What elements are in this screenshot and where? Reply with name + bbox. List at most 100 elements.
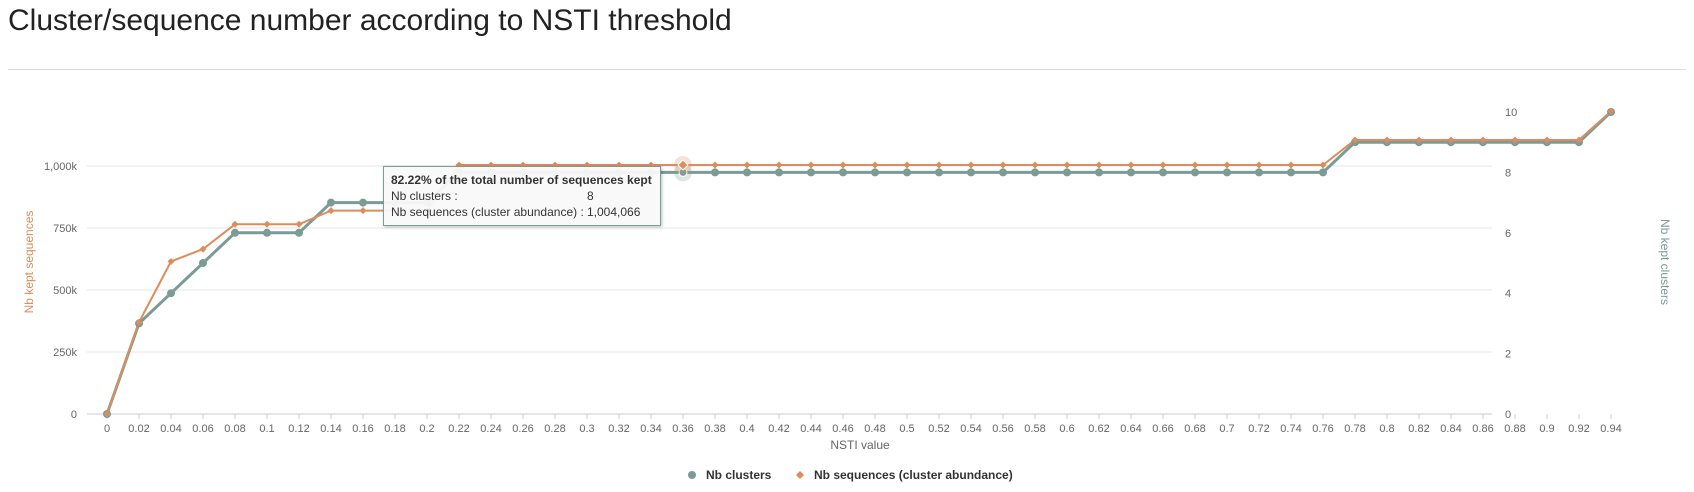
x-tick-label: 0.2 <box>419 423 434 435</box>
clusters-point <box>231 228 239 237</box>
clusters-point <box>263 228 271 237</box>
clusters-point <box>743 168 751 177</box>
clusters-point <box>199 259 207 267</box>
x-tick-label: 0.68 <box>1184 423 1205 435</box>
tooltip-sequences-label: Nb sequences (cluster abundance) : <box>391 205 584 219</box>
hover-tooltip: 82.22% of the total number of sequences … <box>383 166 661 226</box>
left-tick-label: 1,000k <box>44 161 78 173</box>
sequences-point <box>1255 161 1263 169</box>
sequences-point <box>1063 161 1071 169</box>
sequences-point <box>519 161 527 169</box>
x-tick-label: 0.44 <box>800 423 821 435</box>
clusters-point <box>359 198 367 207</box>
grid-lines <box>87 165 1492 415</box>
series-lines <box>105 110 1613 415</box>
x-tick-label: 0.48 <box>864 423 885 435</box>
clusters-point <box>1319 168 1327 177</box>
sequences-point <box>359 207 367 215</box>
right-axis-title: Nb kept clusters <box>1658 219 1672 305</box>
x-tick-label: 0.24 <box>480 423 501 435</box>
clusters-point <box>1063 168 1071 177</box>
x-tick-label: 0.82 <box>1408 423 1429 435</box>
sequences-point <box>455 161 463 169</box>
sequences-point <box>1415 136 1423 144</box>
x-tick-label: 0.94 <box>1600 423 1621 435</box>
sequences-point <box>1127 161 1135 169</box>
x-tick-label: 0.26 <box>512 423 533 435</box>
page-title: Cluster/sequence number according to NST… <box>8 4 732 37</box>
tooltip-row-clusters: Nb clusters : 8 <box>391 188 653 204</box>
x-tick-label: 0.84 <box>1440 423 1461 435</box>
right-tick-label: 2 <box>1505 349 1511 361</box>
tooltip-clusters-value: 8 <box>587 189 594 203</box>
right-y-axis: 0 2 4 6 8 10 Nb kept clusters <box>1505 107 1672 421</box>
sequences-point <box>839 161 847 169</box>
x-tick-label: 0 <box>104 423 110 435</box>
sequences-point <box>135 318 143 326</box>
sequences-point <box>1607 107 1615 115</box>
clusters-line <box>105 110 1613 415</box>
sequences-point <box>295 220 303 228</box>
sequences-point <box>199 245 207 253</box>
sequences-point <box>1447 136 1455 144</box>
sequences-point <box>999 161 1007 169</box>
x-tick-label: 0.16 <box>352 423 373 435</box>
x-tick-label: 0.3 <box>579 423 594 435</box>
clusters-point <box>1287 168 1295 177</box>
x-tick-label: 0.38 <box>704 423 725 435</box>
sequences-point <box>583 161 591 169</box>
right-tick-label: 8 <box>1505 167 1511 179</box>
clusters-point <box>1191 168 1199 177</box>
sequences-point <box>1095 161 1103 169</box>
x-tick-label: 0.04 <box>160 423 181 435</box>
x-tick-label: 0.9 <box>1539 423 1554 435</box>
clusters-point <box>1031 168 1039 177</box>
sequences-point <box>647 161 655 169</box>
legend: Nb clusters Nb sequences (cluster abundan… <box>688 468 1013 482</box>
left-tick-label: 0 <box>71 409 77 421</box>
x-tick-label: 0.32 <box>608 423 629 435</box>
sequences-point <box>263 220 271 228</box>
x-tick-label: 0.5 <box>899 423 914 435</box>
title-divider <box>8 69 1686 70</box>
left-axis-title: Nb kept sequences <box>22 211 36 314</box>
clusters-point <box>1095 168 1103 177</box>
sequences-point <box>967 161 975 169</box>
x-tick-label: 0.36 <box>672 423 693 435</box>
series-markers <box>103 107 1615 418</box>
x-tick-label: 0.56 <box>992 423 1013 435</box>
tooltip-sequences-value: 1,004,066 <box>587 205 641 219</box>
legend-clusters-label: Nb clusters <box>706 468 772 482</box>
clusters-point <box>327 198 335 207</box>
left-tick-label: 750k <box>53 223 77 235</box>
left-tick-label: 500k <box>53 285 77 297</box>
sequences-point <box>807 161 815 169</box>
sequences-point <box>1575 136 1583 144</box>
x-tick-label: 0.14 <box>320 423 341 435</box>
clusters-point <box>839 168 847 177</box>
x-tick-label: 0.34 <box>640 423 661 435</box>
clusters-point <box>1159 168 1167 177</box>
x-tick-label: 0.22 <box>448 423 469 435</box>
x-tick-label: 0.66 <box>1152 423 1173 435</box>
x-tick-label: 0.02 <box>128 423 149 435</box>
x-tick-label: 0.92 <box>1568 423 1589 435</box>
clusters-point <box>1255 168 1263 177</box>
clusters-point <box>967 168 975 177</box>
left-y-axis: 0 250k 500k 750k 1,000k Nb kept sequences <box>22 161 77 421</box>
x-tick-label: 0.42 <box>768 423 789 435</box>
x-tick-label: 0.28 <box>544 423 565 435</box>
x-tick-label: 0.78 <box>1344 423 1365 435</box>
sequences-point <box>775 161 783 169</box>
x-tick-label: 0.8 <box>1379 423 1394 435</box>
sequences-point <box>327 207 335 215</box>
x-tick-label: 0.88 <box>1504 423 1525 435</box>
x-tick-label: 0.64 <box>1120 423 1141 435</box>
legend-sequences-label: Nb sequences (cluster abundance) <box>814 468 1013 482</box>
x-tick-label: 0.72 <box>1248 423 1269 435</box>
clusters-point <box>1127 168 1135 177</box>
sequences-line <box>106 110 1612 415</box>
sequences-point <box>1191 161 1199 169</box>
clusters-point <box>903 168 911 177</box>
x-tick-label: 0.18 <box>384 423 405 435</box>
